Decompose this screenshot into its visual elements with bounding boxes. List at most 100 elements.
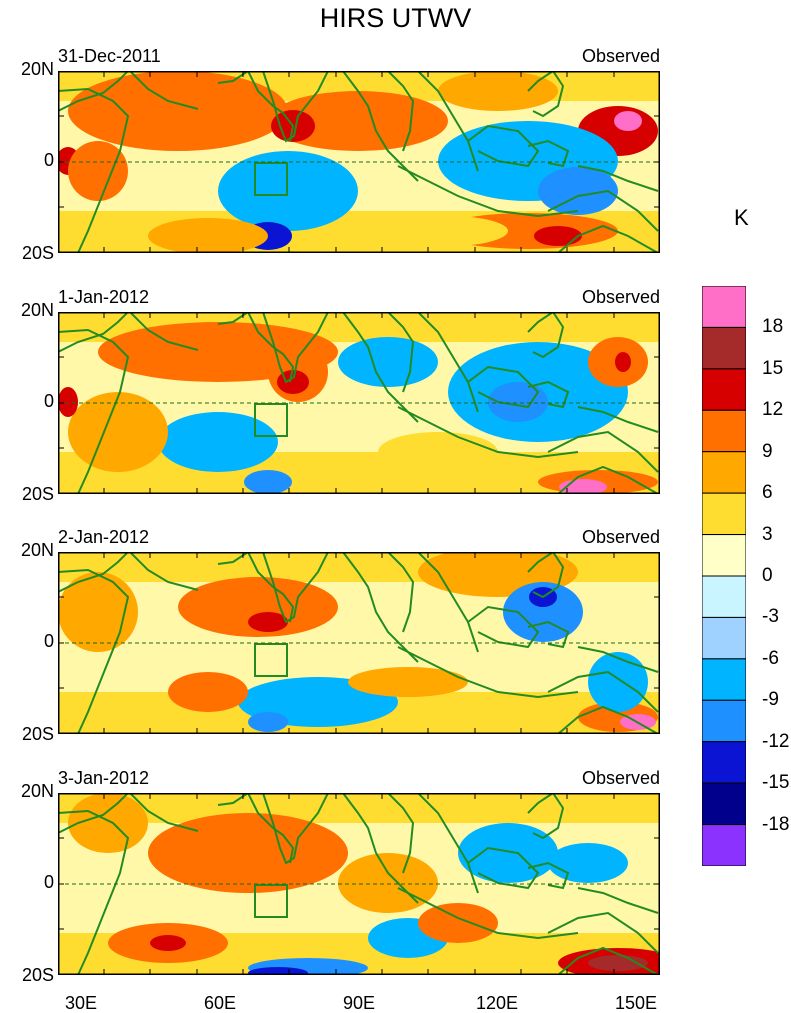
contour-region — [248, 712, 288, 732]
coastline — [397, 646, 579, 699]
colorbar-tick-label: -12 — [762, 730, 790, 752]
panel-date: 3-Jan-2012 — [58, 768, 150, 788]
contour-region — [378, 432, 498, 472]
coastline — [397, 406, 579, 459]
coastline — [387, 312, 415, 393]
contour-region — [178, 577, 338, 637]
region-box — [254, 403, 288, 437]
panel-date: 31-Dec-2011 — [58, 46, 161, 66]
coastline — [527, 620, 570, 649]
contour-region — [503, 582, 583, 642]
lat-label-20n: 20N — [20, 781, 54, 801]
colorbar-segment — [702, 575, 746, 618]
contour-region — [438, 71, 558, 111]
colorbar — [702, 286, 746, 866]
coastline — [547, 911, 659, 954]
panel-label: Observed — [581, 527, 660, 547]
coastline — [58, 312, 129, 353]
contour-region — [588, 652, 648, 712]
colorbar-tick-label: 9 — [762, 440, 773, 462]
coastline — [577, 887, 659, 914]
coastline — [577, 406, 659, 433]
colorbar-segment — [702, 368, 746, 411]
colorbar-tick-label: -6 — [762, 647, 779, 669]
contour-region — [614, 111, 642, 131]
coastline — [527, 139, 570, 168]
contour-map — [58, 312, 660, 494]
coastline — [387, 552, 415, 633]
coastline — [397, 887, 579, 940]
panel-label: Observed — [581, 768, 660, 788]
contour-region — [418, 903, 498, 943]
colorbar-segment — [702, 699, 746, 743]
coastline — [397, 165, 579, 218]
colorbar-tick-label: 15 — [762, 357, 784, 379]
coastline — [467, 365, 540, 409]
coastline — [527, 552, 565, 599]
contour-region — [150, 935, 186, 951]
lat-label-eq: 0 — [43, 150, 54, 170]
contour-region — [248, 612, 288, 632]
map-panel-4: 3-Jan-2012 Observed 20N 0 20S — [21, 768, 660, 985]
map-frame — [58, 793, 660, 975]
colorbar-segment — [702, 451, 746, 494]
coastline — [247, 71, 295, 142]
colorbar-tick-label: 0 — [762, 565, 773, 586]
coastline — [247, 793, 295, 864]
lat-label-20s: 20S — [21, 484, 54, 504]
contour-region — [248, 967, 308, 975]
figure-title: HIRS UTWV — [319, 3, 472, 33]
coastline — [557, 946, 659, 975]
contour-region — [68, 71, 288, 151]
map-frame — [58, 552, 660, 734]
coastline — [467, 846, 540, 890]
colorbar-segment — [702, 824, 746, 866]
coastline — [557, 465, 659, 494]
colorbar-segment — [702, 286, 746, 328]
lat-label-20n: 20N — [20, 540, 54, 560]
contour-map — [58, 71, 660, 253]
colorbar-segment — [702, 658, 746, 701]
coastline — [247, 552, 295, 623]
contour-region — [588, 955, 648, 971]
coastline — [417, 312, 479, 413]
coastline — [527, 71, 565, 118]
coastline — [387, 71, 415, 152]
coastline — [417, 793, 479, 894]
coastline — [467, 124, 540, 168]
coastline — [58, 328, 130, 494]
colorbar-tick-label: -18 — [762, 813, 790, 835]
contour-region — [615, 352, 631, 372]
contour-region — [338, 337, 438, 387]
coastline — [577, 646, 659, 673]
contour-region — [348, 667, 468, 697]
contour-region — [368, 215, 508, 247]
coastline — [417, 552, 479, 653]
contour-region — [68, 392, 168, 472]
coastline — [527, 793, 565, 840]
colorbar-tick-label: -3 — [762, 606, 779, 628]
contour-region — [548, 843, 628, 883]
panel-label: Observed — [581, 287, 660, 307]
colorbar-tick-label: -9 — [762, 689, 779, 711]
coastline — [342, 793, 419, 904]
lat-label-eq: 0 — [43, 391, 54, 411]
colorbar-segment — [702, 409, 746, 453]
colorbar-segment — [702, 492, 746, 536]
colorbar-segment — [702, 326, 746, 370]
coastline — [58, 568, 130, 734]
map-panel-2: 1-Jan-2012 Observed 20N 0 20S — [21, 287, 660, 504]
lat-label-20s: 20S — [21, 724, 54, 744]
coastline — [58, 809, 130, 975]
lat-label-20s: 20S — [21, 965, 54, 985]
contour-region — [158, 412, 278, 472]
coastline — [342, 71, 419, 182]
colorbar-segment — [702, 782, 746, 826]
coastline — [547, 670, 659, 713]
coastline — [527, 312, 565, 359]
coastline — [557, 224, 659, 253]
coastline — [58, 71, 129, 112]
lat-label-20n: 20N — [20, 300, 54, 320]
units-label: K — [734, 205, 749, 230]
region-box — [254, 162, 288, 196]
